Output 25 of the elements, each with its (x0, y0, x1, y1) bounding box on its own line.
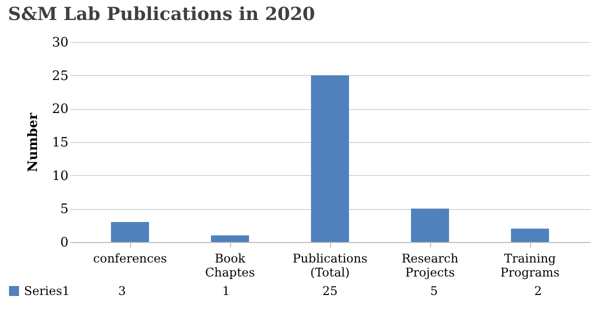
x-tick-label: Training Programs (500, 252, 560, 280)
bar (111, 222, 149, 242)
x-tick-label: Research Projects (402, 252, 459, 280)
chart-title: S&M Lab Publications in 2020 (8, 4, 316, 25)
y-tick-label: 10 (52, 168, 68, 184)
data-label: 2 (534, 284, 542, 298)
data-label: 5 (430, 284, 438, 298)
data-label: 3 (118, 284, 126, 298)
legend-label: Series1 (24, 284, 70, 298)
y-tick-label: 15 (52, 136, 68, 150)
bar (411, 208, 449, 242)
y-tick-label: 5 (60, 202, 68, 218)
y-tick-label: 0 (60, 236, 68, 250)
y-axis-title: Number (26, 112, 41, 172)
x-tick-label: Book Chaptes (205, 252, 255, 280)
x-tick-label: Publications (Total) (292, 252, 368, 280)
y-tick-label: 20 (52, 102, 68, 118)
bar (511, 228, 549, 242)
x-tick-label: conferences (93, 252, 167, 266)
y-tick-label: 30 (52, 36, 68, 50)
bar (311, 75, 349, 242)
data-label: 1 (222, 284, 230, 298)
y-tick-label: 25 (52, 68, 68, 84)
data-label: 25 (322, 284, 338, 298)
bar (211, 235, 249, 242)
